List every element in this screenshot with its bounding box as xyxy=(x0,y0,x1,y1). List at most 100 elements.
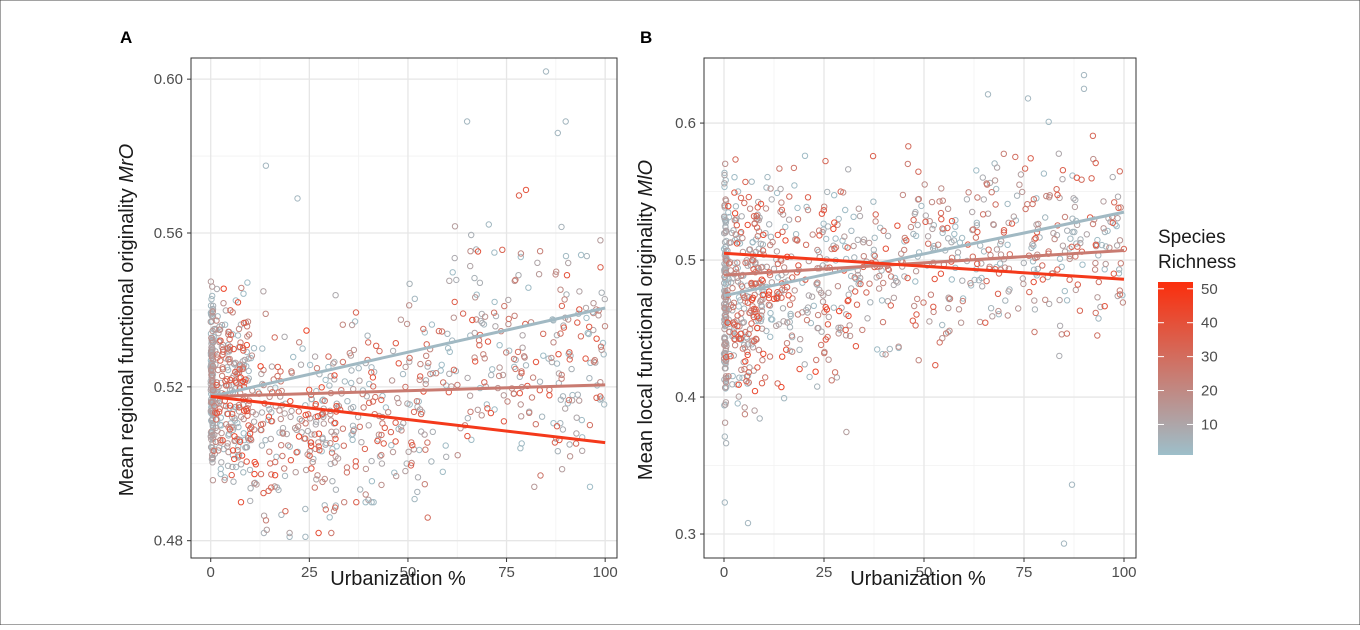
scatter-point xyxy=(534,259,541,266)
scatter-point xyxy=(471,329,478,337)
scatter-point xyxy=(224,440,231,447)
scatter-point xyxy=(312,401,319,408)
scatter-point xyxy=(449,269,456,276)
scatter-point xyxy=(215,330,222,337)
scatter-point xyxy=(586,421,594,429)
scatter-point xyxy=(209,313,217,320)
scatter-point xyxy=(235,454,242,461)
scatter-point xyxy=(843,428,850,436)
scatter-point xyxy=(304,427,312,435)
scatter-point xyxy=(393,472,400,480)
scatter-point xyxy=(501,302,508,310)
scatter-point xyxy=(1092,159,1099,167)
scatter-point xyxy=(211,402,218,410)
scatter-point xyxy=(233,379,240,386)
scatter-point xyxy=(246,430,254,437)
scatter-point xyxy=(939,229,946,237)
scatter-point xyxy=(1071,228,1078,236)
scatter-point xyxy=(518,368,525,375)
scatter-point xyxy=(227,307,234,314)
scatter-point xyxy=(243,444,250,451)
scatter-point xyxy=(1100,225,1107,232)
scatter-point xyxy=(212,438,219,445)
legend-tick-label: 10 xyxy=(1201,416,1218,433)
scatter-point xyxy=(734,278,742,285)
panel-b-y-axis-title-symbol: MlO xyxy=(635,160,657,197)
scatter-point xyxy=(852,343,860,350)
scatter-point xyxy=(980,196,987,203)
scatter-point xyxy=(735,238,742,246)
scatter-point xyxy=(271,483,278,490)
scatter-point xyxy=(333,443,340,450)
scatter-point xyxy=(593,394,600,401)
scatter-point xyxy=(836,307,843,315)
scatter-point xyxy=(904,160,911,168)
scatter-point xyxy=(463,118,471,125)
scatter-point xyxy=(1067,235,1074,242)
scatter-point xyxy=(1031,236,1038,243)
scatter-point xyxy=(464,374,471,382)
scatter-point xyxy=(208,367,215,374)
scatter-point xyxy=(207,278,215,285)
scatter-point xyxy=(979,211,987,218)
scatter-point xyxy=(866,280,873,287)
scatter-point xyxy=(355,365,362,372)
scatter-point xyxy=(1054,266,1061,273)
scatter-point xyxy=(213,381,220,389)
x-tick-label: 75 xyxy=(1016,564,1033,581)
scatter-point xyxy=(483,401,490,408)
scatter-point xyxy=(729,285,736,292)
scatter-point xyxy=(738,366,745,373)
scatter-point xyxy=(842,326,849,334)
scatter-point xyxy=(444,345,452,352)
scatter-point xyxy=(287,413,294,421)
scatter-point xyxy=(860,239,867,246)
scatter-point xyxy=(221,474,229,481)
scatter-point xyxy=(395,360,402,367)
scatter-point xyxy=(222,382,230,389)
scatter-point xyxy=(887,273,895,280)
scatter-point xyxy=(732,156,739,163)
scatter-point xyxy=(379,392,386,400)
scatter-point xyxy=(1032,235,1039,242)
scatter-point xyxy=(733,240,741,247)
scatter-point xyxy=(1116,266,1123,273)
scatter-point xyxy=(327,373,334,380)
scatter-point xyxy=(408,439,415,446)
scatter-point xyxy=(1002,297,1009,304)
scatter-point xyxy=(1068,481,1076,488)
scatter-point xyxy=(322,506,329,513)
scatter-point xyxy=(488,371,495,379)
scatter-point xyxy=(569,397,576,404)
scatter-point xyxy=(754,364,761,371)
scatter-point xyxy=(302,505,309,513)
scatter-point xyxy=(505,315,512,323)
scatter-point xyxy=(266,406,273,413)
scatter-point xyxy=(1110,270,1118,277)
scatter-point xyxy=(878,297,886,304)
scatter-point xyxy=(815,227,823,234)
scatter-point xyxy=(388,377,396,384)
scatter-point xyxy=(973,222,981,229)
scatter-point xyxy=(874,346,881,353)
scatter-point xyxy=(721,325,728,333)
scatter-point xyxy=(535,271,543,278)
scatter-point xyxy=(303,327,310,334)
scatter-point xyxy=(989,313,996,320)
scatter-point xyxy=(1024,95,1032,102)
scatter-point xyxy=(884,232,892,240)
scatter-point xyxy=(1010,213,1017,220)
scatter-point xyxy=(894,222,901,229)
scatter-point xyxy=(361,445,369,453)
scatter-point xyxy=(467,408,474,415)
scatter-point xyxy=(554,448,561,455)
scatter-point xyxy=(739,345,746,352)
scatter-point xyxy=(331,358,338,366)
scatter-point xyxy=(378,481,385,489)
scatter-point xyxy=(226,402,234,409)
scatter-point xyxy=(376,347,383,355)
scatter-point xyxy=(860,236,868,243)
scatter-point xyxy=(510,355,518,363)
scatter-point xyxy=(327,460,334,468)
scatter-point xyxy=(319,397,326,404)
